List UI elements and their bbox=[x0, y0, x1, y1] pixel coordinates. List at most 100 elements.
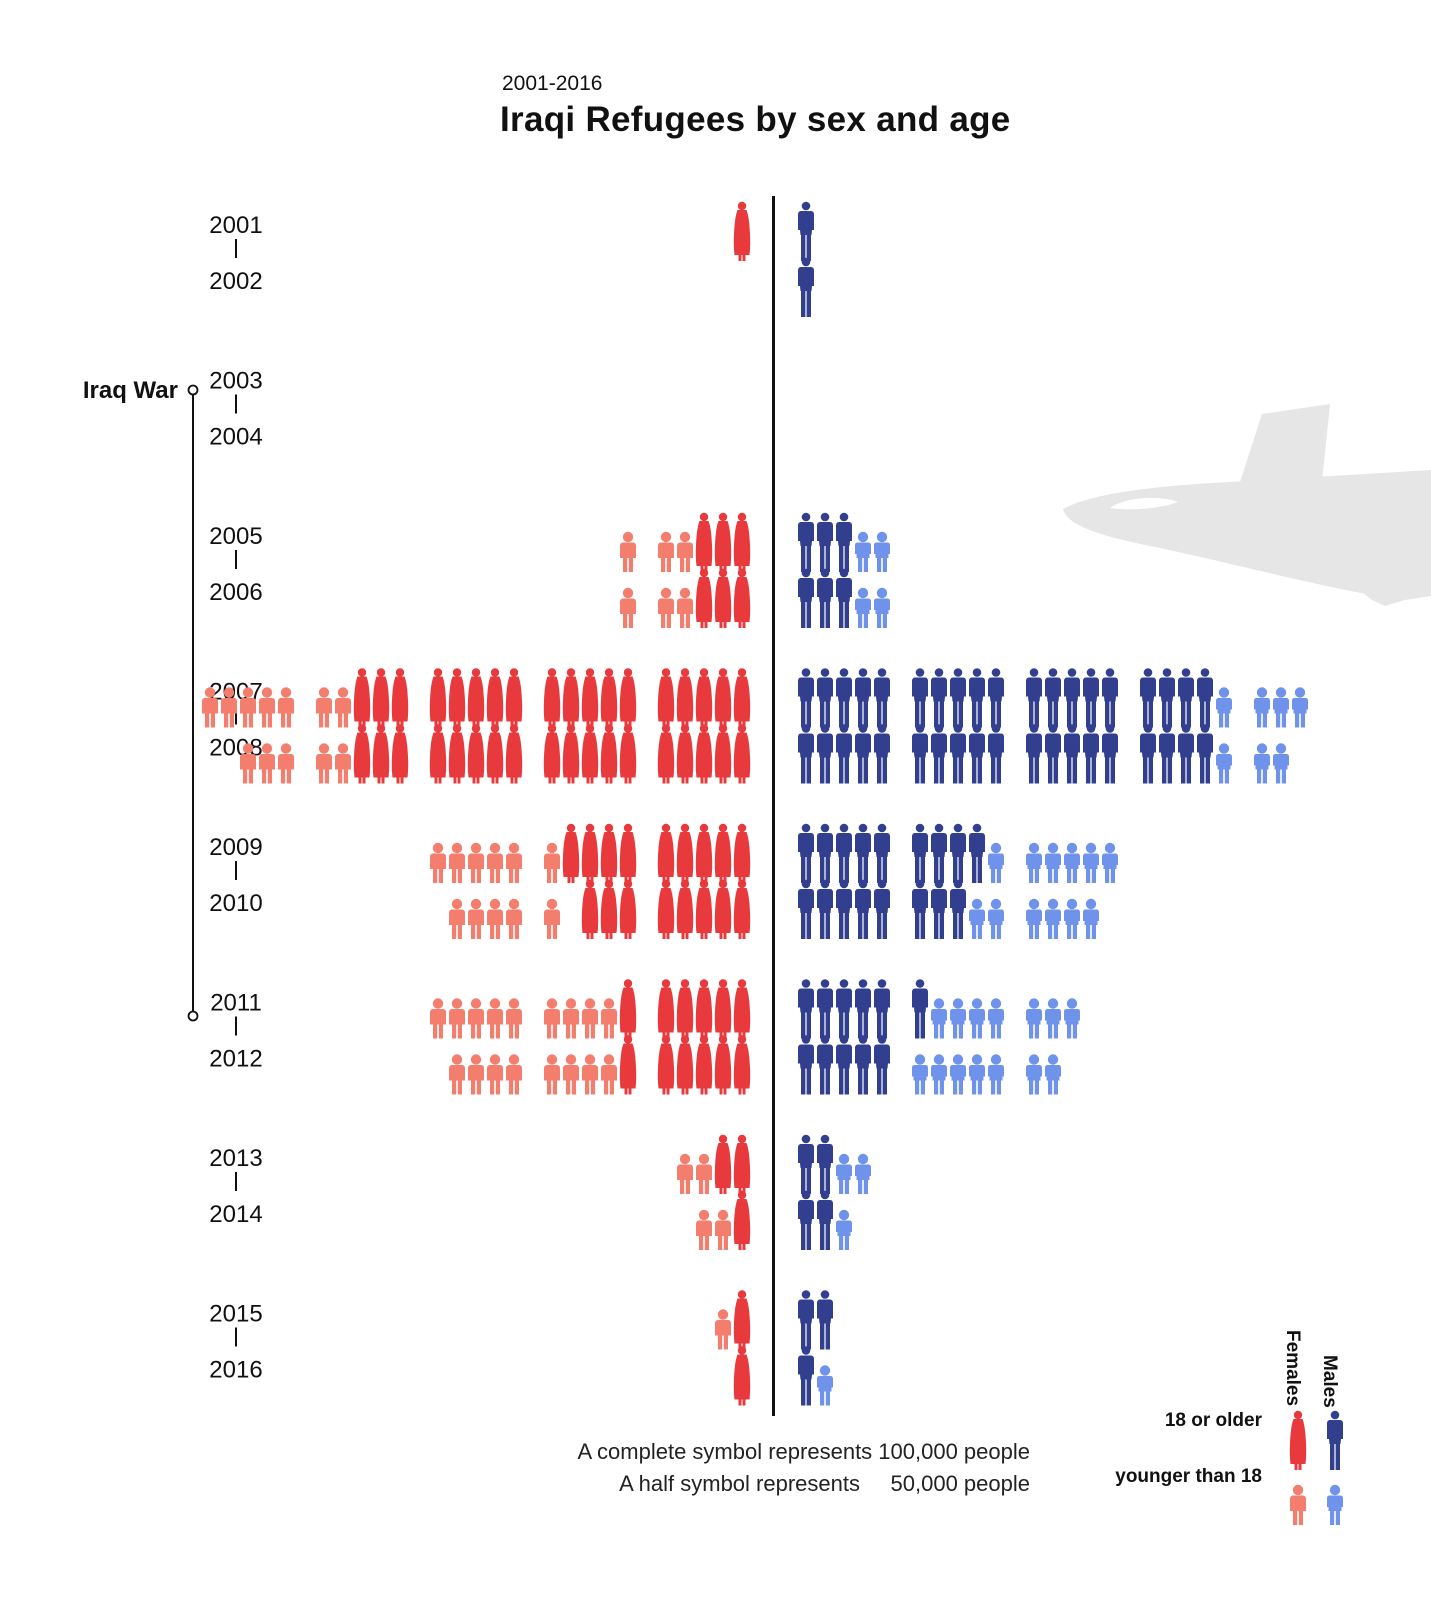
male-child-icon bbox=[1064, 998, 1080, 1039]
legend-females-label: Females bbox=[1282, 1330, 1303, 1406]
male-adult-icon bbox=[1026, 668, 1042, 728]
male-child-icon bbox=[1026, 1054, 1042, 1095]
female-child-icon bbox=[316, 743, 332, 784]
male-adult-icon bbox=[874, 979, 890, 1039]
male-adult-icon bbox=[798, 357, 806, 417]
female-child-icon bbox=[172, 687, 180, 728]
male-adult-icon bbox=[1083, 724, 1099, 784]
plane-silhouette bbox=[1063, 404, 1431, 606]
male-adult-icon bbox=[798, 1346, 814, 1406]
year-label-2004: 2004 bbox=[209, 424, 262, 451]
female-adult-icon bbox=[619, 823, 637, 883]
male-child-icon bbox=[817, 220, 825, 261]
female-adult-icon bbox=[505, 668, 523, 728]
male-child-icon bbox=[1102, 842, 1118, 883]
female-child-icon bbox=[335, 687, 351, 728]
male-adult-icon bbox=[931, 823, 947, 883]
female-adult-icon bbox=[429, 668, 447, 728]
male-child-icon bbox=[969, 898, 985, 939]
male-adult-icon bbox=[931, 724, 947, 784]
war-end-marker bbox=[187, 1010, 199, 1022]
female-child-icon bbox=[715, 1209, 731, 1250]
male-adult-icon bbox=[912, 823, 928, 883]
male-adult-icon bbox=[817, 1190, 833, 1250]
female-adult-icon bbox=[714, 668, 732, 728]
female-adult-icon bbox=[657, 724, 675, 784]
male-adult-icon bbox=[1026, 724, 1042, 784]
male-child-icon bbox=[988, 998, 1004, 1039]
female-adult-icon bbox=[733, 1134, 751, 1194]
female-child-icon bbox=[620, 531, 636, 572]
male-adult-icon bbox=[969, 823, 985, 883]
war-label: Iraq War bbox=[83, 377, 178, 404]
female-adult-icon bbox=[733, 668, 751, 728]
female-adult-icon bbox=[714, 823, 732, 883]
female-child-icon bbox=[658, 531, 674, 572]
male-adult-icon bbox=[798, 568, 814, 628]
female-child-icon bbox=[677, 587, 693, 628]
male-child-icon bbox=[817, 376, 825, 417]
female-adult-icon bbox=[714, 1134, 732, 1194]
female-child-icon bbox=[316, 687, 332, 728]
female-adult-icon bbox=[733, 201, 751, 261]
male-child-icon bbox=[1026, 998, 1042, 1039]
female-adult-icon bbox=[695, 823, 713, 883]
year-label-2005: 2005 bbox=[209, 523, 262, 550]
female-child-icon bbox=[609, 531, 617, 572]
female-child-icon bbox=[335, 743, 351, 784]
female-adult-icon bbox=[714, 568, 732, 628]
female-adult-icon bbox=[695, 568, 713, 628]
year-label-2006: 2006 bbox=[209, 579, 262, 606]
male-adult-icon bbox=[1083, 668, 1099, 728]
female-adult-icon bbox=[733, 568, 751, 628]
center-axis bbox=[772, 196, 775, 1416]
female-adult-icon bbox=[467, 668, 485, 728]
male-adult-icon bbox=[817, 979, 833, 1039]
female-child-icon bbox=[506, 998, 522, 1039]
male-adult-icon bbox=[798, 879, 814, 939]
female-child-icon bbox=[449, 1054, 465, 1095]
male-adult-icon bbox=[836, 823, 852, 883]
male-adult-icon bbox=[1140, 668, 1156, 728]
year-label-2016: 2016 bbox=[209, 1357, 262, 1384]
female-adult-icon bbox=[733, 724, 751, 784]
female-adult-icon bbox=[676, 724, 694, 784]
male-adult-icon bbox=[988, 668, 1004, 728]
female-child-icon bbox=[601, 1054, 617, 1095]
male-adult-icon bbox=[1064, 668, 1080, 728]
male-adult-icon bbox=[912, 668, 928, 728]
male-child-icon bbox=[1064, 898, 1080, 939]
male-adult-icon bbox=[1045, 724, 1061, 784]
female-adult-icon bbox=[695, 1035, 713, 1095]
male-adult-icon bbox=[798, 1290, 814, 1350]
female-child-icon bbox=[696, 1153, 712, 1194]
male-adult-icon bbox=[988, 724, 1004, 784]
male-child-icon bbox=[988, 842, 1004, 883]
male-adult-icon bbox=[817, 1035, 833, 1095]
footer-line-1: A complete symbol represents 100,000 peo… bbox=[577, 1439, 1030, 1464]
female-adult-icon bbox=[695, 512, 713, 572]
legend-female-child-icon bbox=[1290, 1484, 1306, 1525]
male-adult-icon bbox=[855, 724, 871, 784]
female-child-icon bbox=[468, 1054, 484, 1095]
female-adult-icon bbox=[600, 879, 618, 939]
female-child-icon bbox=[696, 1209, 712, 1250]
female-child-icon bbox=[563, 1054, 579, 1095]
male-adult-icon bbox=[798, 201, 814, 261]
female-child-icon bbox=[715, 1309, 731, 1350]
plane-canopy bbox=[1110, 497, 1178, 510]
female-adult-icon bbox=[695, 724, 713, 784]
legend-male-child-icon bbox=[1327, 1484, 1343, 1525]
female-adult-icon bbox=[742, 257, 751, 317]
female-adult-icon bbox=[581, 724, 599, 784]
male-adult-icon bbox=[969, 668, 985, 728]
female-adult-icon bbox=[733, 1035, 751, 1095]
female-adult-icon bbox=[600, 668, 618, 728]
female-child-icon bbox=[544, 1054, 560, 1095]
male-child-icon bbox=[912, 1054, 928, 1095]
male-adult-icon bbox=[836, 879, 852, 939]
female-adult-icon bbox=[467, 724, 485, 784]
pictograph-icons bbox=[172, 201, 1308, 1406]
female-child-icon bbox=[677, 1153, 693, 1194]
male-child-icon bbox=[817, 1365, 833, 1406]
